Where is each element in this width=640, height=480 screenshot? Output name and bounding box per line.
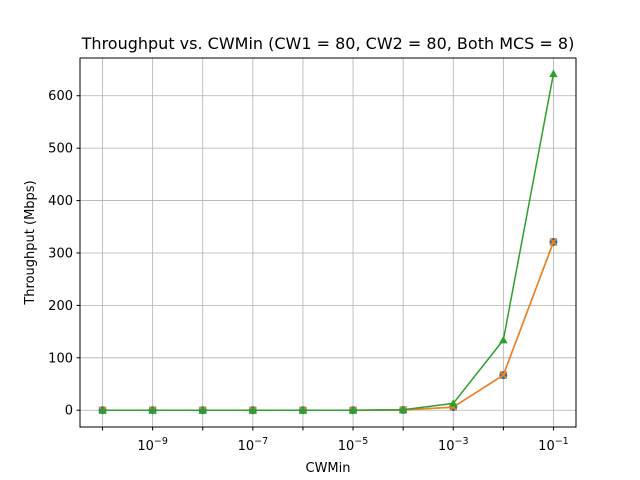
data-point xyxy=(298,406,308,414)
y-tick-label: 400 xyxy=(48,194,73,209)
data-point xyxy=(248,406,258,414)
x-tick-label: 10−7 xyxy=(238,436,269,454)
data-point xyxy=(198,406,207,414)
data-point xyxy=(98,406,107,414)
x-tick-label: 10−3 xyxy=(438,436,469,454)
data-point xyxy=(348,406,358,414)
y-tick-label: 300 xyxy=(48,246,73,261)
data-point xyxy=(449,399,458,407)
plot-frame xyxy=(79,57,577,428)
chart-title: Throughput vs. CWMin (CW1 = 80, CW2 = 80… xyxy=(81,34,575,53)
data-point xyxy=(499,371,508,380)
x-tick-label: 10−1 xyxy=(538,436,569,454)
x-tick-label: 10−9 xyxy=(137,436,168,454)
y-tick-label: 100 xyxy=(48,351,73,366)
y-axis-label: Throughput (Mbps) xyxy=(23,180,38,305)
y-tick-label: 0 xyxy=(65,404,73,419)
ticks: 10−9 10−7 10−5 10−3 10−1 0 100 200 300 400 500 600 xyxy=(48,89,569,454)
data-point xyxy=(549,69,558,78)
series-line xyxy=(102,73,555,411)
x-tick-label: 10−5 xyxy=(338,436,369,454)
data-point xyxy=(549,237,558,247)
x-axis-label: CWMin xyxy=(306,461,351,476)
y-tick-label: 500 xyxy=(48,142,73,157)
data-point xyxy=(398,405,408,414)
data-point xyxy=(499,335,508,344)
series-layer xyxy=(98,69,558,415)
data-point xyxy=(148,406,157,414)
series-3 xyxy=(98,69,558,414)
y-tick-label: 200 xyxy=(48,299,73,314)
y-tick-label: 600 xyxy=(48,89,73,104)
